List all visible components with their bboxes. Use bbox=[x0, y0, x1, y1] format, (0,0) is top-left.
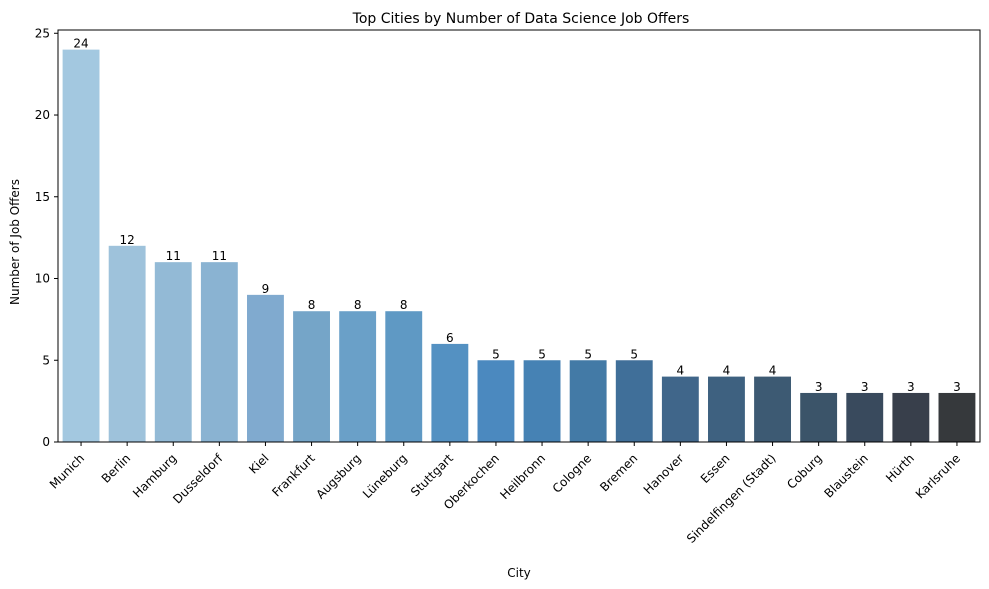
bar-value-label: 3 bbox=[907, 380, 915, 394]
bar bbox=[708, 376, 745, 442]
y-tick-label: 10 bbox=[35, 272, 50, 286]
bar-value-label: 4 bbox=[723, 364, 731, 378]
bar-value-label: 8 bbox=[400, 298, 408, 312]
bar-value-label: 11 bbox=[212, 249, 227, 263]
x-tick-label: Augsburg bbox=[313, 451, 363, 501]
x-tick-label: Hürth bbox=[883, 451, 917, 485]
bars-group bbox=[62, 49, 976, 443]
bar-value-label: 12 bbox=[120, 233, 135, 247]
x-tick-label: Hamburg bbox=[130, 451, 179, 500]
bar-value-label: 6 bbox=[446, 331, 454, 345]
bar-value-label: 3 bbox=[953, 380, 961, 394]
x-tick-label: Hanover bbox=[641, 451, 687, 497]
bar bbox=[339, 311, 377, 442]
chart-title: Top Cities by Number of Data Science Job… bbox=[352, 11, 690, 27]
y-tick-label: 20 bbox=[35, 108, 50, 122]
bar-value-label: 24 bbox=[73, 37, 88, 51]
bar-value-label: 3 bbox=[861, 380, 869, 394]
bar bbox=[200, 262, 238, 442]
bar bbox=[523, 360, 561, 442]
x-tick-label: Lüneburg bbox=[360, 451, 410, 501]
bar-value-label: 5 bbox=[492, 347, 500, 361]
bar bbox=[615, 360, 653, 442]
bar-value-label: 11 bbox=[166, 249, 181, 263]
x-tick-label: Blaustein bbox=[822, 451, 871, 500]
plot-frame bbox=[57, 29, 981, 443]
bar bbox=[754, 376, 791, 442]
bar bbox=[385, 311, 423, 442]
bar bbox=[800, 392, 838, 442]
y-tick-label: 5 bbox=[42, 353, 50, 367]
bar-value-label: 8 bbox=[354, 298, 362, 312]
bar bbox=[62, 49, 100, 443]
x-tick-label: Karlsruhe bbox=[913, 451, 963, 501]
bar bbox=[938, 392, 976, 442]
bar-value-label: 4 bbox=[677, 364, 685, 378]
x-tick-label: Stuttgart bbox=[408, 451, 456, 499]
bar bbox=[661, 376, 699, 442]
bar-value-label: 3 bbox=[815, 380, 823, 394]
x-tick-label: Berlin bbox=[99, 451, 134, 486]
bar-value-label: 5 bbox=[538, 347, 546, 361]
y-axis: 0 5 10 15 20 25 bbox=[35, 26, 58, 449]
y-tick-label: 25 bbox=[35, 26, 50, 40]
x-tick-label: Munich bbox=[47, 451, 87, 491]
bar bbox=[154, 262, 192, 442]
x-tick-label: Essen bbox=[698, 451, 733, 486]
bar-value-label: 5 bbox=[630, 347, 638, 361]
bar-value-label: 4 bbox=[769, 364, 777, 378]
x-tick-label: Cologne bbox=[550, 451, 595, 496]
bar-value-label: 8 bbox=[308, 298, 316, 312]
y-tick-label: 15 bbox=[35, 190, 50, 204]
bar bbox=[569, 360, 607, 442]
bar bbox=[247, 294, 284, 442]
x-tick-label: Sindelfingen (Stadt) bbox=[684, 451, 779, 546]
x-axis-label: City bbox=[507, 566, 531, 580]
x-tick-label: Frankfurt bbox=[269, 451, 318, 500]
x-tick-label: Coburg bbox=[784, 451, 825, 492]
bar bbox=[477, 360, 515, 442]
y-tick-label: 0 bbox=[42, 435, 50, 449]
bar-value-label: 9 bbox=[262, 282, 270, 296]
x-tick-label: Bremen bbox=[597, 451, 640, 494]
x-tick-label: Heilbronn bbox=[497, 451, 548, 502]
bar bbox=[892, 392, 930, 442]
y-axis-label: Number of Job Offers bbox=[8, 179, 22, 305]
x-tick-label: Kiel bbox=[246, 451, 271, 476]
bar bbox=[846, 392, 884, 442]
data-labels-group: 24 12 11 11 9 8 8 8 6 5 5 5 5 4 4 4 3 3 3 3 bbox=[73, 37, 960, 394]
x-tick-label: Dusseldorf bbox=[170, 451, 226, 507]
bar bbox=[293, 311, 330, 442]
bar-value-label: 5 bbox=[584, 347, 592, 361]
bar bbox=[431, 343, 469, 442]
bar bbox=[108, 245, 146, 442]
